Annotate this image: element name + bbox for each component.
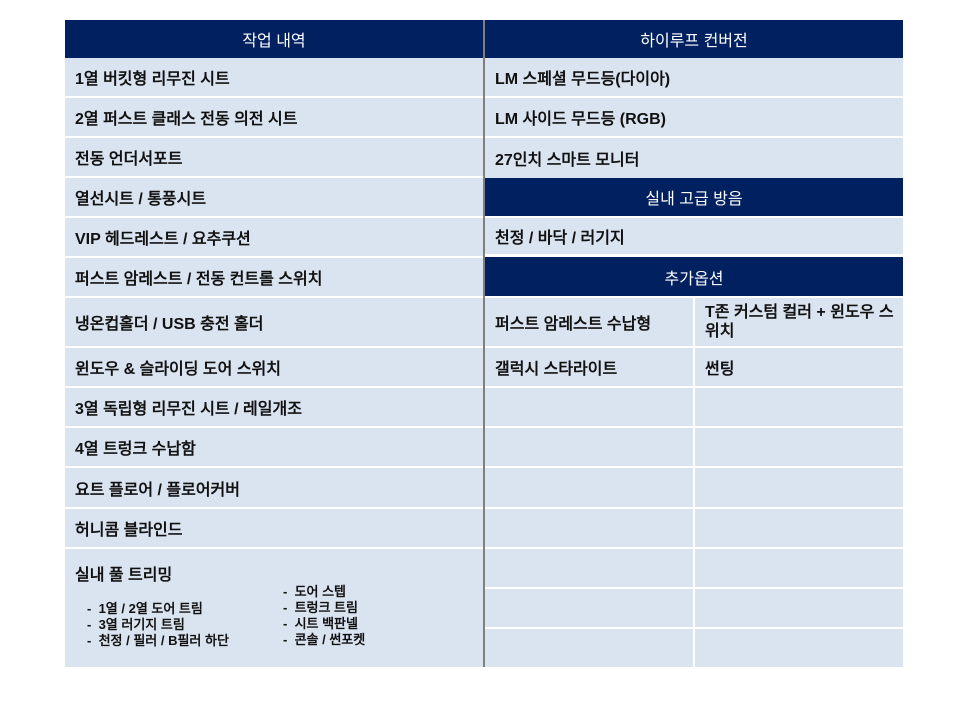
trim-item: 시트 백판넬 — [283, 616, 365, 632]
work-item: 1열 버킷형 리무진 시트 — [65, 58, 483, 98]
empty-cell — [695, 428, 903, 468]
work-item: 4열 트렁크 수납함 — [65, 428, 483, 468]
empty-cell — [485, 468, 693, 509]
section-header: 추가옵션 — [485, 257, 903, 296]
empty-cell — [695, 509, 903, 549]
option-item: 갤럭시 스타라이트 — [485, 348, 693, 388]
trim-item: 천정 / 필러 / B필러 하단 — [87, 633, 229, 649]
section-header: 하이루프 컨버전 — [485, 20, 903, 58]
section-header: 실내 고급 방음 — [485, 178, 903, 216]
empty-cell — [485, 629, 693, 667]
work-item: 3열 독립형 리무진 시트 / 레일개조 — [65, 388, 483, 428]
empty-cell — [485, 428, 693, 468]
empty-cell — [695, 589, 903, 629]
work-item: 퍼스트 암레스트 / 전동 컨트롤 스위치 — [65, 258, 483, 298]
work-item: 2열 퍼스트 클래스 전동 의전 시트 — [65, 98, 483, 138]
trim-title: 실내 풀 트리밍 — [75, 567, 173, 584]
option-item: 썬팅 — [695, 348, 903, 388]
option-item: 퍼스트 암레스트 수납형 — [485, 296, 693, 348]
trim-cell: 실내 풀 트리밍 1열 / 2열 도어 트림 3열 러기지 트림 천정 / 필러… — [65, 549, 483, 667]
empty-cell — [485, 388, 693, 428]
left-header: 작업 내역 — [65, 20, 483, 58]
work-item: 냉온컵홀더 / USB 충전 홀더 — [65, 298, 483, 348]
option-item: 27인치 스마트 모니터 — [485, 138, 903, 178]
work-item: 허니콤 블라인드 — [65, 509, 483, 549]
trim-item: 3열 러기지 트림 — [87, 617, 229, 633]
work-item: VIP 헤드레스트 / 요추쿠션 — [65, 218, 483, 258]
empty-cell — [485, 549, 693, 589]
trim-item: 도어 스텝 — [283, 584, 365, 600]
work-item: 윈도우 & 슬라이딩 도어 스위치 — [65, 348, 483, 388]
empty-cell — [485, 509, 693, 549]
empty-cell — [695, 629, 903, 667]
option-item: 천정 / 바닥 / 러기지 — [485, 216, 903, 256]
option-item: LM 사이드 무드등 (RGB) — [485, 98, 903, 138]
trim-list-1: 1열 / 2열 도어 트림 3열 러기지 트림 천정 / 필러 / B필러 하단 — [87, 601, 229, 649]
column-divider — [483, 20, 485, 667]
work-item: 전동 언더서포트 — [65, 138, 483, 178]
work-item: 열선시트 / 통풍시트 — [65, 178, 483, 218]
empty-cell — [695, 549, 903, 589]
trim-item: 콘솔 / 썬포켓 — [283, 632, 366, 648]
empty-cell — [695, 388, 903, 428]
option-item: T존 커스텀 컬러 + 윈도우 스위치 — [695, 296, 903, 348]
trim-list-2: 도어 스텝 트렁크 트림 시트 백판넬 콘솔 / 썬포켓 — [283, 584, 366, 648]
trim-item: 1열 / 2열 도어 트림 — [87, 601, 229, 617]
option-item: LM 스페셜 무드등(다이아) — [485, 58, 903, 98]
empty-cell — [695, 468, 903, 509]
empty-cell — [485, 589, 693, 629]
work-item: 요트 플로어 / 플로어커버 — [65, 468, 483, 509]
trim-item: 트렁크 트림 — [283, 600, 365, 616]
